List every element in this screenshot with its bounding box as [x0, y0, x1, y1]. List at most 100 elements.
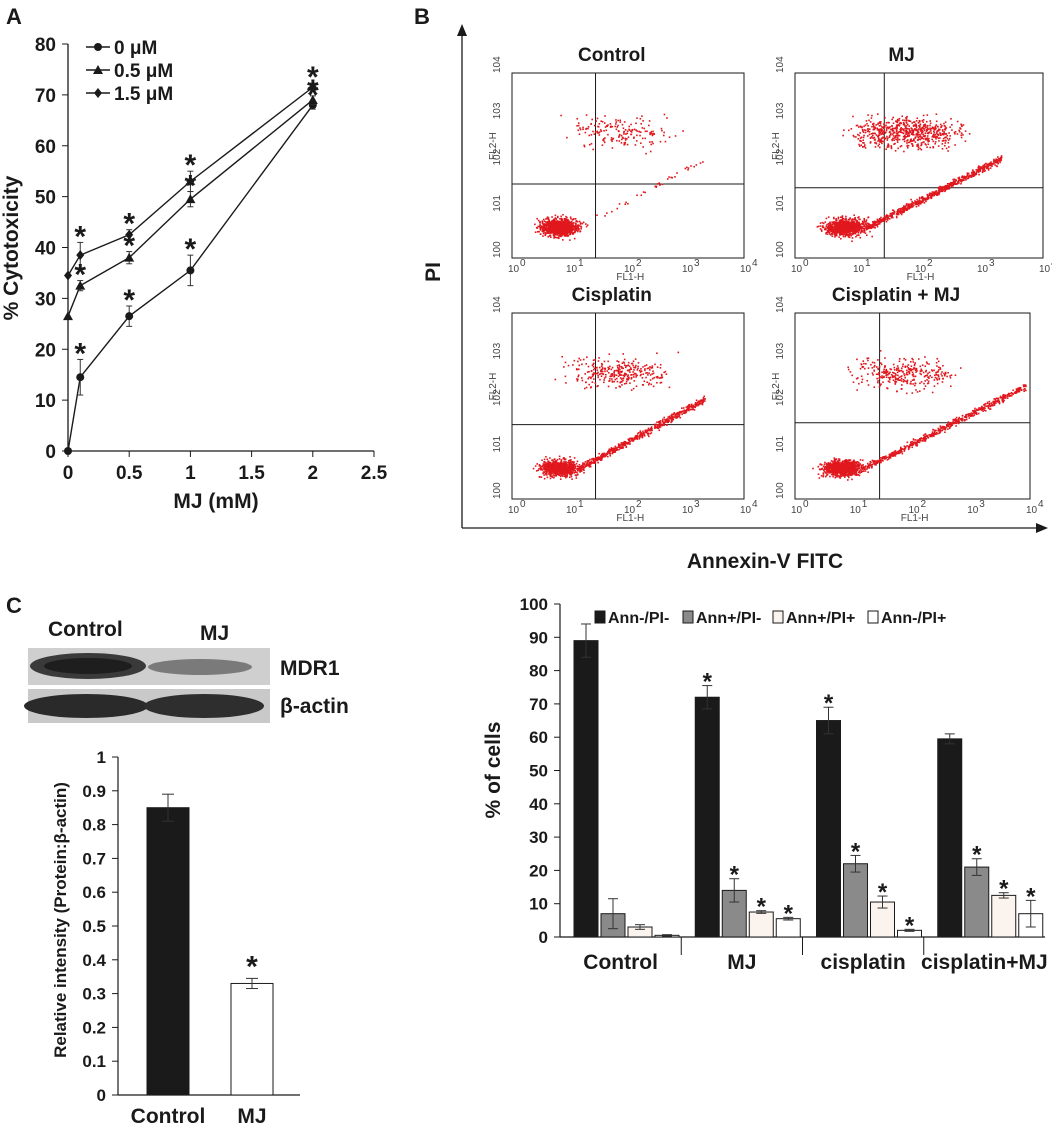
b-event-dot: [909, 205, 911, 207]
b-event-dot: [544, 221, 547, 223]
b-event-dot: [863, 125, 865, 128]
b-event-dot: [591, 118, 593, 121]
b-event-dot: [590, 123, 593, 125]
b-event-dot: [927, 131, 930, 134]
b-event-dot: [833, 226, 836, 229]
b-event-dot: [911, 132, 913, 135]
b-event-dot: [560, 471, 562, 473]
b-event-dot: [653, 133, 656, 135]
b-event-dot: [582, 128, 584, 131]
a-x-tick-label: 0: [63, 463, 74, 484]
b-event-dot: [563, 457, 565, 459]
b-event-dot: [948, 137, 951, 140]
b-event-dot: [670, 421, 672, 424]
b-event-dot: [554, 470, 557, 473]
b-event-dot: [878, 223, 881, 225]
b-event-dot: [634, 144, 637, 146]
b-event-dot: [944, 142, 947, 144]
b-event-dot: [970, 176, 973, 178]
b-event-dot: [885, 124, 887, 127]
b-event-dot: [935, 113, 938, 116]
b-event-dot: [556, 467, 558, 470]
b-event-dot: [948, 146, 950, 148]
b-event-dot: [859, 226, 861, 228]
b-event-dot: [538, 465, 541, 467]
b-event-dot: [960, 136, 963, 139]
b-event-dot: [585, 225, 588, 228]
b-event-dot: [897, 134, 899, 137]
b-event-dot: [842, 225, 845, 227]
b-event-dot: [838, 223, 841, 226]
b-event-dot: [947, 141, 950, 144]
b-event-dot: [882, 126, 884, 129]
b-event-dot: [558, 230, 560, 232]
b-event-dot: [556, 224, 559, 227]
b-event-dot: [929, 120, 932, 122]
b-event-dot: [843, 233, 846, 236]
b-event-dot: [569, 456, 571, 458]
b-event-dot: [702, 161, 704, 163]
b-event-dot: [881, 140, 884, 143]
b-event-dot: [676, 172, 678, 174]
b-event-dot: [908, 135, 910, 137]
b-event-dot: [848, 236, 851, 239]
b-event-dot: [972, 172, 975, 174]
b-event-dot: [650, 143, 653, 146]
b-event-dot: [966, 174, 969, 176]
b-event-dot: [927, 139, 929, 141]
b-event-dot: [609, 123, 612, 125]
b-event-dot: [667, 178, 669, 180]
b-event-dot: [543, 225, 546, 228]
b-event-dot: [543, 458, 546, 461]
b-event-dot: [552, 231, 555, 234]
b-event-dot: [619, 121, 622, 123]
b-event-dot: [541, 220, 544, 223]
b-event-dot: [898, 117, 901, 120]
b-event-dot: [576, 460, 579, 463]
b-event-dot: [998, 157, 1001, 160]
b-event-dot: [580, 225, 582, 228]
b-event-dot: [918, 135, 921, 138]
b-event-dot: [931, 194, 934, 197]
b-event-dot: [562, 229, 565, 231]
b-event-dot: [906, 142, 908, 144]
b-event-dot: [685, 166, 688, 169]
b-event-dot: [542, 464, 544, 467]
b-event-dot: [891, 118, 893, 121]
b-event-dot: [566, 469, 568, 472]
b-event-dot: [617, 124, 619, 127]
b-event-dot: [584, 131, 587, 134]
b-event-dot: [560, 462, 563, 464]
b-event-dot: [560, 459, 563, 461]
b-event-dot: [888, 134, 891, 137]
b-event-dot: [851, 237, 854, 239]
a-significance-star: *: [74, 259, 86, 292]
b-event-dot: [867, 114, 869, 116]
b-event-dot: [569, 229, 572, 231]
b-event-dot: [628, 125, 631, 128]
b-event-dot: [879, 146, 881, 149]
panel-label-b: B: [414, 4, 430, 29]
b-event-dot: [953, 180, 955, 182]
b-event-dot: [964, 130, 967, 132]
b-event-dot: [909, 140, 912, 143]
b-event-dot: [856, 234, 858, 237]
b-event-dot: [658, 421, 660, 424]
b-event-dot: [549, 461, 552, 464]
b-event-dot: [927, 197, 930, 200]
b-event-dot: [903, 210, 906, 212]
b-event-dot: [908, 129, 911, 132]
b-event-dot: [906, 209, 909, 211]
b-event-dot: [866, 135, 869, 137]
b-event-dot: [955, 180, 957, 182]
b-event-dot: [871, 123, 874, 126]
b-plot-title: MJ: [888, 45, 914, 66]
b-event-dot: [576, 471, 578, 474]
b-event-dot: [871, 134, 874, 137]
b-event-dot: [919, 147, 921, 150]
b-event-dot: [883, 140, 885, 143]
b-event-dot: [552, 474, 555, 476]
b-event-dot: [853, 214, 855, 216]
b-event-dot: [882, 136, 884, 139]
b-event-dot: [574, 222, 577, 225]
